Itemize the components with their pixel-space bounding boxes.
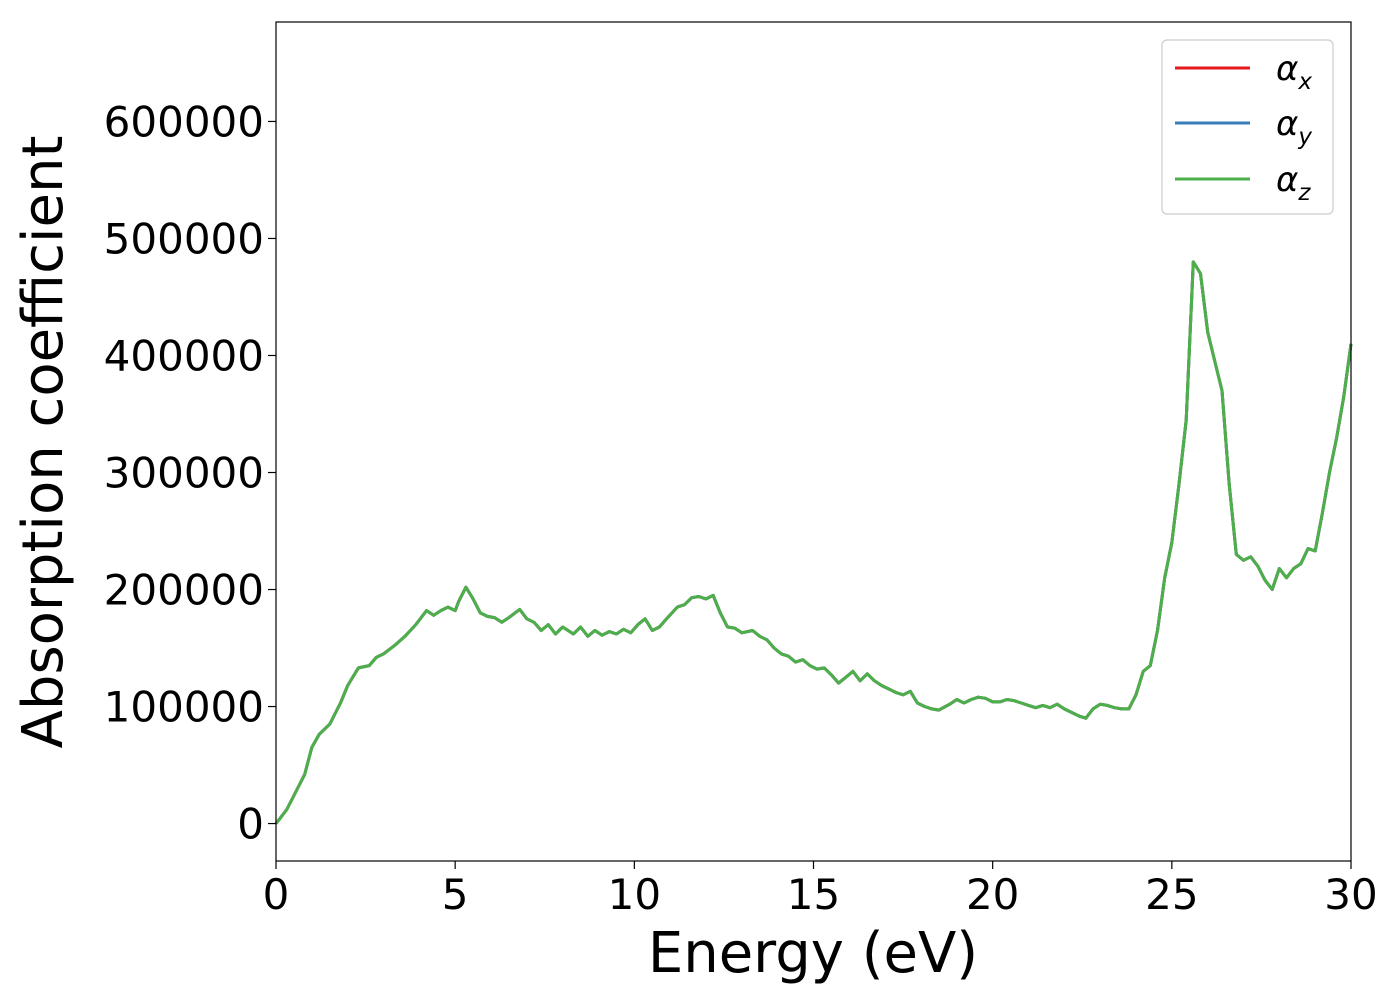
- y-tick-label: 300000: [104, 449, 264, 498]
- y-axis-title: Absorption coefficient: [11, 136, 76, 749]
- y-tick-label: 100000: [104, 683, 264, 732]
- y-tick-label: 400000: [104, 331, 264, 380]
- y-tick-label: 600000: [104, 97, 264, 146]
- legend-label-alpha-y: αy: [1276, 104, 1312, 150]
- x-tick-label: 30: [1324, 870, 1377, 919]
- x-tick-label: 25: [1145, 870, 1198, 919]
- legend-label-alpha-x: αx: [1276, 49, 1312, 95]
- x-axis: 0 5 10 15 20 25 30: [263, 861, 1378, 919]
- x-tick-label: 10: [608, 870, 661, 919]
- y-tick-label: 200000: [104, 566, 264, 615]
- y-tick-label: 0: [237, 800, 264, 849]
- x-tick-label: 0: [263, 870, 290, 919]
- y-axis: 0 100000 200000 300000 400000 500000 600000: [104, 97, 276, 849]
- x-axis-title: Energy (eV): [648, 921, 978, 986]
- x-tick-label: 20: [966, 870, 1019, 919]
- series-layer: [274, 260, 1353, 825]
- legend-label-alpha-z: αz: [1276, 160, 1311, 206]
- x-tick-label: 15: [787, 870, 840, 919]
- legend-box: [1161, 39, 1334, 215]
- series-line-alpha-z: [274, 260, 1353, 825]
- y-tick-label: 500000: [104, 214, 264, 263]
- legend: αx αy αz: [1161, 39, 1334, 215]
- x-tick-label: 5: [442, 870, 469, 919]
